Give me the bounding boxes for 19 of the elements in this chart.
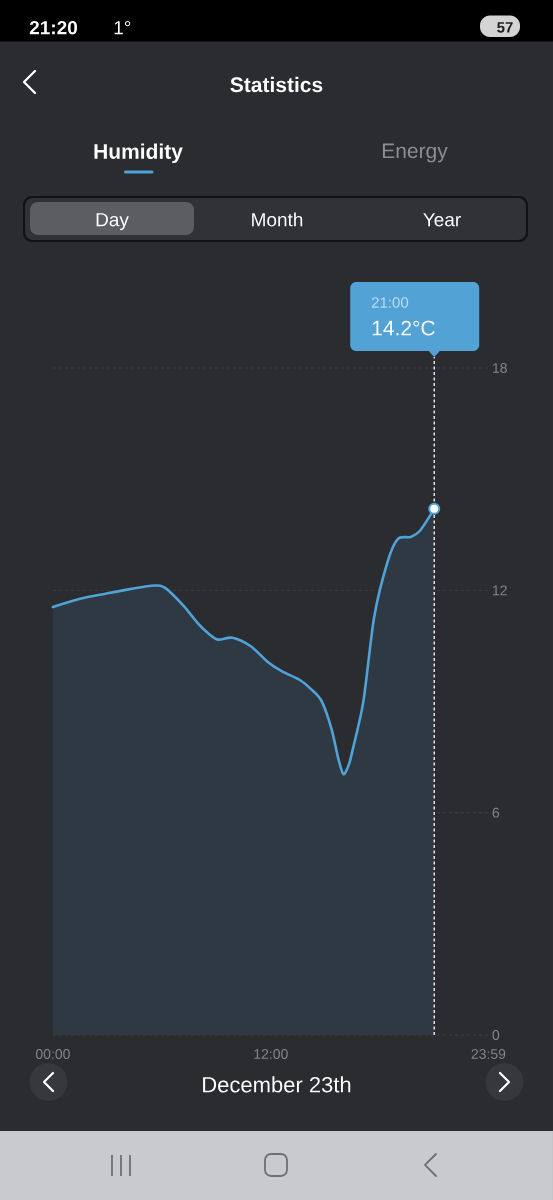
- x-tick-label: 00:00: [35, 1049, 70, 1059]
- y-tick-label: 0: [492, 1030, 500, 1040]
- text: 1°: [114, 20, 131, 35]
- text: 57: [497, 22, 513, 33]
- text: Month: [252, 212, 303, 227]
- x-tick-label: 23:59: [471, 1049, 506, 1059]
- chart-title: Statistics: [230, 76, 323, 93]
- text: 21:20: [29, 20, 77, 35]
- text: Energy: [382, 143, 448, 163]
- text: December 23th: [203, 1076, 351, 1093]
- y-tick-label: 12: [493, 585, 507, 596]
- text: Year: [423, 213, 461, 227]
- text: Humidity: [94, 143, 183, 164]
- text: 14.2°C: [372, 320, 435, 336]
- y-tick-label: 18: [493, 363, 507, 373]
- x-tick-label: 12:00: [254, 1049, 288, 1059]
- text: Day: [96, 213, 129, 231]
- y-tick-label: 6: [492, 807, 500, 818]
- text: 21:00: [371, 297, 409, 308]
